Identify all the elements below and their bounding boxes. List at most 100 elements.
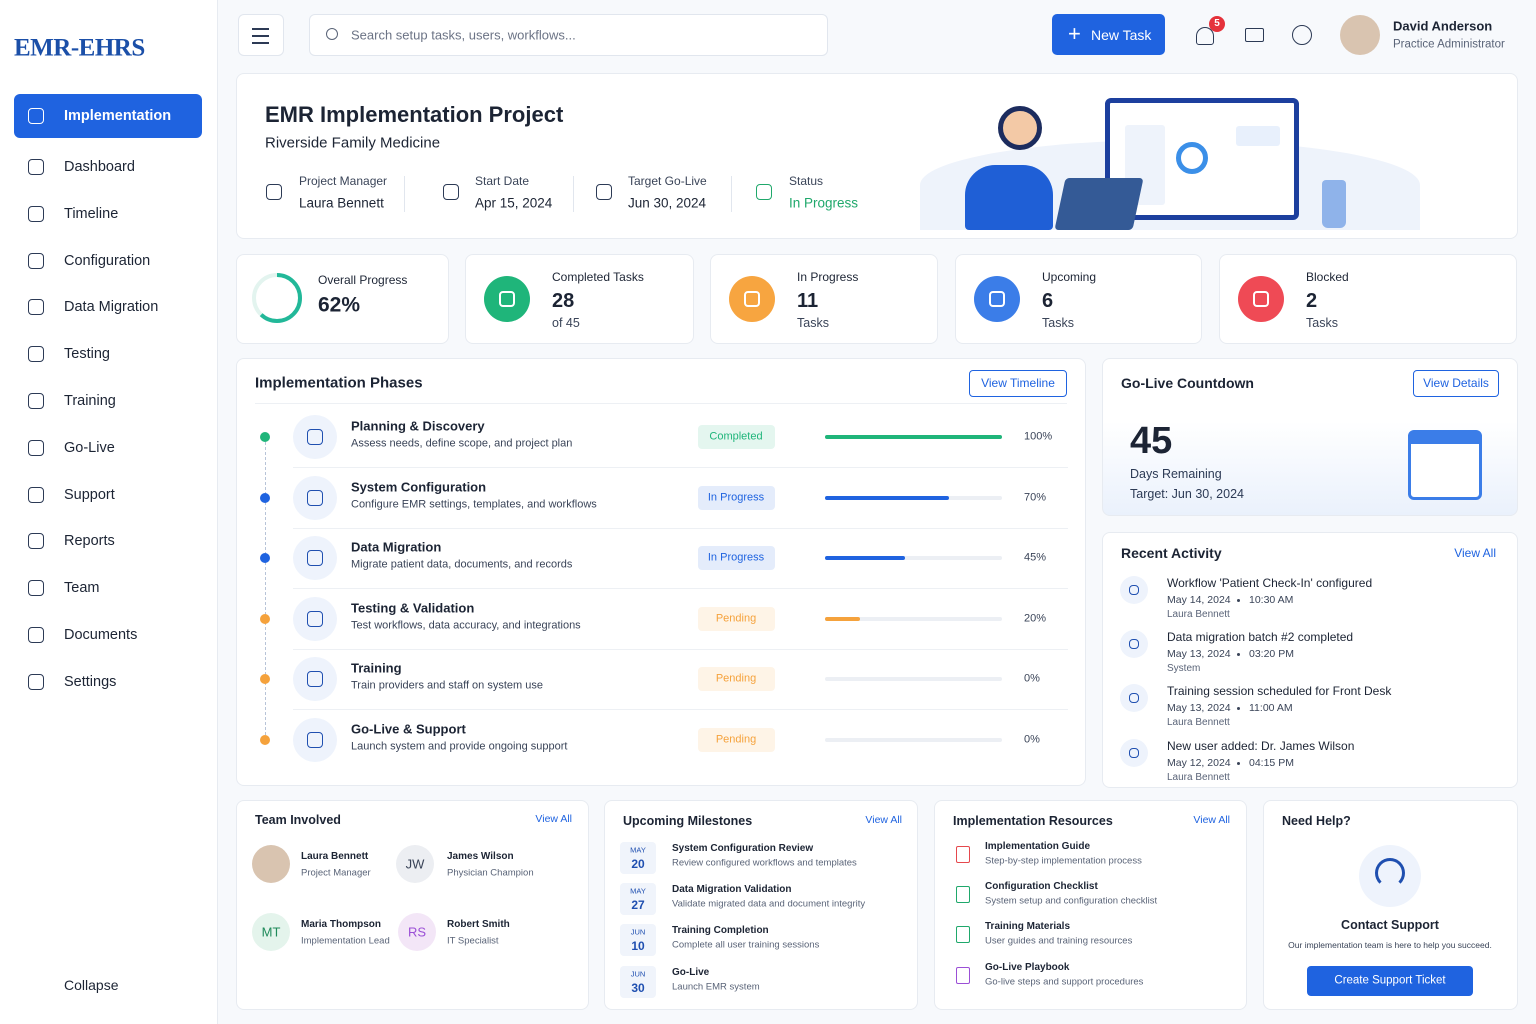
- icon: [28, 108, 44, 124]
- icon: [28, 580, 44, 597]
- progress-label: 0%: [1024, 672, 1040, 685]
- collapse-button[interactable]: Collapse: [64, 977, 119, 993]
- nav-item[interactable]: Data Migration: [64, 299, 159, 316]
- icon: [28, 159, 44, 175]
- nav-item[interactable]: Dashboard: [64, 158, 135, 175]
- member-name: Maria Thompson: [301, 919, 382, 930]
- view-all-link[interactable]: View All: [1454, 546, 1496, 560]
- stat-icon: [1238, 276, 1284, 322]
- status-pill: [698, 728, 775, 752]
- milestone-desc: Validate migrated data and document inte…: [672, 898, 866, 910]
- activity-icon: [1120, 739, 1148, 767]
- view-all-link[interactable]: View All: [535, 812, 572, 825]
- divider: [573, 176, 574, 212]
- stat-sub: Tasks: [1306, 315, 1338, 330]
- nav-item[interactable]: Implementation: [64, 107, 172, 124]
- icon: [28, 486, 44, 503]
- new-task-label[interactable]: New Task: [1091, 27, 1152, 43]
- illustration-panel: [1236, 126, 1280, 146]
- nav-item[interactable]: Timeline: [64, 205, 119, 222]
- date-box: [620, 924, 656, 956]
- phase-desc: Test workflows, data accuracy, and integ…: [351, 619, 581, 632]
- milestones-card: [604, 800, 918, 1010]
- activity-text: New user added: Dr. James Wilson: [1167, 739, 1355, 753]
- nav-item[interactable]: Documents: [64, 626, 138, 643]
- divider: [293, 649, 1068, 650]
- divider: [293, 588, 1068, 589]
- separator-dot: [1236, 706, 1240, 710]
- view-timeline-button[interactable]: [969, 370, 1067, 397]
- resource-name: Configuration Checklist: [985, 881, 1098, 892]
- member-name: Robert Smith: [447, 919, 510, 930]
- nav-item[interactable]: Team: [64, 579, 100, 596]
- icon: [596, 184, 612, 200]
- stat-icon-glyph: [989, 291, 1005, 307]
- nav-item[interactable]: Training: [64, 392, 116, 409]
- icon: [28, 439, 44, 456]
- timeline-dot: [260, 735, 270, 745]
- progress-label: 45%: [1024, 551, 1047, 564]
- button-label[interactable]: View Details: [1423, 376, 1489, 390]
- phase-name: Planning & Discovery: [351, 418, 485, 434]
- milestone-month: JUN: [630, 927, 646, 937]
- stat-icon: [974, 276, 1020, 322]
- milestone-name: System Configuration Review: [672, 843, 814, 854]
- button-label[interactable]: View Timeline: [981, 376, 1055, 390]
- activity-date: May 13, 2024: [1167, 701, 1231, 714]
- activity-card: [1102, 532, 1518, 788]
- nav-item[interactable]: Testing: [64, 345, 110, 362]
- icon: [443, 184, 459, 200]
- view-details-button[interactable]: [1413, 370, 1499, 397]
- view-all-link[interactable]: View All: [1193, 813, 1230, 826]
- mail-icon[interactable]: [1245, 28, 1264, 42]
- divider: [293, 467, 1068, 468]
- icon: [28, 346, 44, 363]
- activity-time: 04:15 PM: [1249, 756, 1294, 769]
- section-title: Implementation Resources: [953, 813, 1113, 828]
- milestone-day: 10: [631, 939, 645, 953]
- milestone-desc: Launch EMR system: [672, 981, 760, 993]
- member-avatar: [252, 845, 290, 883]
- progress-label: 70%: [1024, 491, 1047, 504]
- member-avatar: [398, 913, 436, 951]
- nav-active[interactable]: [14, 94, 202, 138]
- phase-icon: [293, 415, 337, 459]
- activity-icon: [1120, 576, 1148, 604]
- headset: [1375, 858, 1405, 888]
- nav-item[interactable]: Reports: [64, 533, 115, 550]
- calendar-icon: [1408, 430, 1482, 500]
- view-all-link[interactable]: View All: [865, 813, 902, 826]
- button-label[interactable]: Create Support Ticket: [1334, 974, 1446, 987]
- search-input[interactable]: Search setup tasks, users, workflows...: [351, 27, 576, 43]
- team-card: [236, 800, 589, 1010]
- resource-desc: Go-live steps and support procedures: [985, 976, 1144, 988]
- search-box[interactable]: [309, 14, 828, 56]
- nav-item[interactable]: Settings: [64, 673, 117, 690]
- phase-name: Go-Live & Support: [351, 721, 466, 737]
- user-name: David Anderson: [1393, 18, 1493, 34]
- phase-desc: Launch system and provide ongoing suppor…: [351, 740, 568, 753]
- meta-label: Target Go-Live: [628, 174, 707, 188]
- nav-item[interactable]: Go-Live: [64, 439, 115, 456]
- progress-label: 0%: [1024, 733, 1040, 746]
- stat-sub: Tasks: [1042, 315, 1074, 330]
- resource-desc: User guides and training resources: [985, 935, 1133, 947]
- divider: [255, 403, 1067, 404]
- progress-bar: [825, 435, 1002, 439]
- nav-item[interactable]: Configuration: [64, 252, 151, 269]
- activity-date: May 12, 2024: [1167, 756, 1231, 769]
- icon: [28, 252, 44, 269]
- member-name: James Wilson: [447, 851, 514, 862]
- nav-item[interactable]: Support: [64, 486, 115, 503]
- new-task-button[interactable]: [1052, 14, 1165, 55]
- timeline-dot: [260, 674, 270, 684]
- stat-label: Blocked: [1306, 270, 1349, 284]
- resource-name: Go-Live Playbook: [985, 962, 1070, 973]
- status-pill: [698, 546, 775, 570]
- phase-name: Training: [351, 660, 402, 676]
- meta-label: Project Manager: [299, 174, 388, 188]
- support-button[interactable]: [1307, 966, 1473, 996]
- phase-name: Data Migration: [351, 539, 442, 555]
- divider: [731, 176, 732, 212]
- member-initials: RS: [407, 924, 427, 940]
